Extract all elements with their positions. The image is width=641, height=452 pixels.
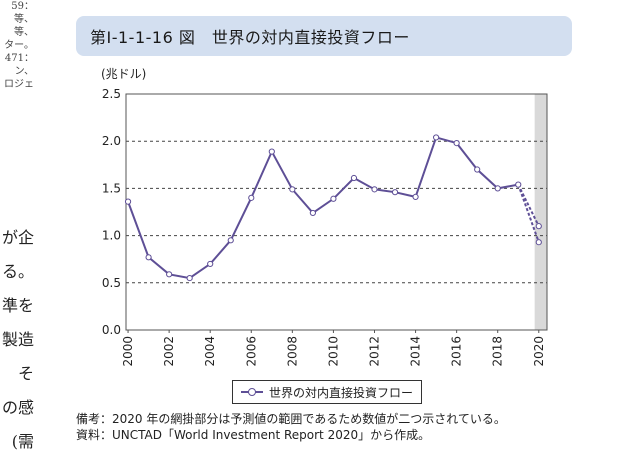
forecast-point-high	[535, 223, 542, 230]
fragment-line: 等、	[14, 27, 34, 38]
fragment-line: 59：	[11, 1, 34, 12]
y-tick-label: 2.0	[102, 134, 121, 148]
y-tick-label: 2.5	[102, 87, 121, 101]
data-point	[494, 185, 501, 192]
data-point	[166, 271, 173, 278]
x-tick-label: 2016	[450, 336, 464, 367]
fragment-line: 471：	[4, 53, 34, 64]
fragment-line: そ	[17, 364, 34, 383]
forecast-line-low	[517, 184, 540, 243]
data-point	[371, 186, 378, 193]
chart-legend: 世界の対内直接投資フロー	[232, 380, 423, 404]
figure-title-bar: 第Ⅰ-1-1-16 図 世界の対内直接投資フロー	[76, 16, 572, 56]
forecast-band	[534, 94, 547, 330]
y-tick-label: 1.5	[102, 181, 121, 195]
series-line	[127, 136, 519, 280]
plot-frame	[125, 93, 548, 331]
figure-notes: 備考：2020 年の網掛部分は予測値の範囲であるため数値が二つ示されている。 資…	[76, 411, 506, 443]
fragment-line: る。	[1, 262, 34, 281]
data-point	[186, 274, 193, 282]
x-tick-label: 2020	[532, 336, 546, 367]
data-point	[412, 193, 419, 200]
legend-label: 世界の対内直接投資フロー	[269, 385, 414, 400]
data-point	[474, 166, 481, 173]
x-tick-label: 2006	[244, 336, 258, 367]
x-tick-label: 2002	[162, 336, 176, 367]
data-point	[433, 134, 440, 141]
data-point	[515, 181, 522, 188]
data-point	[391, 189, 399, 196]
y-tick-label: 0.0	[102, 323, 121, 337]
x-tick-label: 2012	[367, 336, 381, 367]
y-tick-label: 1.0	[102, 229, 121, 243]
x-tick-label: 2008	[285, 336, 299, 367]
data-point	[309, 209, 316, 217]
data-point	[289, 186, 296, 193]
data-point	[330, 195, 337, 202]
fragment-line: の感	[1, 398, 34, 417]
line-chart: 0.0 0.5 1.0 1.5 2.0 2.5 (兆ドル) 2000 2002 2004 2006 2…	[101, 67, 548, 367]
fragment-line: が企	[1, 228, 34, 247]
data-point	[207, 260, 214, 268]
x-tick-label: 2018	[491, 336, 505, 367]
data-point	[453, 139, 460, 147]
figure-note: 備考：2020 年の網掛部分は予測値の範囲であるため数値が二つ示されている。	[76, 412, 506, 426]
fragment-line: 等、	[14, 14, 34, 25]
fragment-line: 製造	[1, 330, 34, 349]
fragment-line: ン、	[14, 66, 34, 77]
fragment-line: ター。	[4, 40, 34, 51]
fragment-line: ロジェ	[4, 79, 34, 90]
y-tick-label: 0.5	[102, 276, 121, 290]
y-unit-label: (兆ドル)	[101, 67, 146, 81]
data-point	[350, 174, 358, 182]
data-point	[145, 254, 152, 261]
x-tick-label: 2010	[326, 336, 340, 367]
data-point	[248, 194, 255, 201]
x-tick-label: 2014	[409, 336, 423, 367]
fragment-line: (需	[11, 432, 34, 451]
x-tick-label: 2004	[203, 336, 217, 367]
data-point	[227, 237, 234, 244]
legend-line-marker-icon	[241, 387, 263, 397]
previous-page-text-fragment: 59： 等、 等、 ター。 471： ン、 ロジェ が企 る。 準を 製造 そ …	[0, 0, 40, 452]
data-point	[268, 148, 275, 155]
forecast-point-low	[535, 239, 542, 246]
figure-title: 第Ⅰ-1-1-16 図 世界の対内直接投資フロー	[90, 28, 410, 47]
fragment-line: 準を	[1, 296, 34, 315]
data-point	[124, 198, 132, 205]
x-tick-label: 2000	[121, 336, 135, 367]
figure-source: 資料：UNCTAD「World Investment Report 2020」か…	[76, 428, 431, 442]
